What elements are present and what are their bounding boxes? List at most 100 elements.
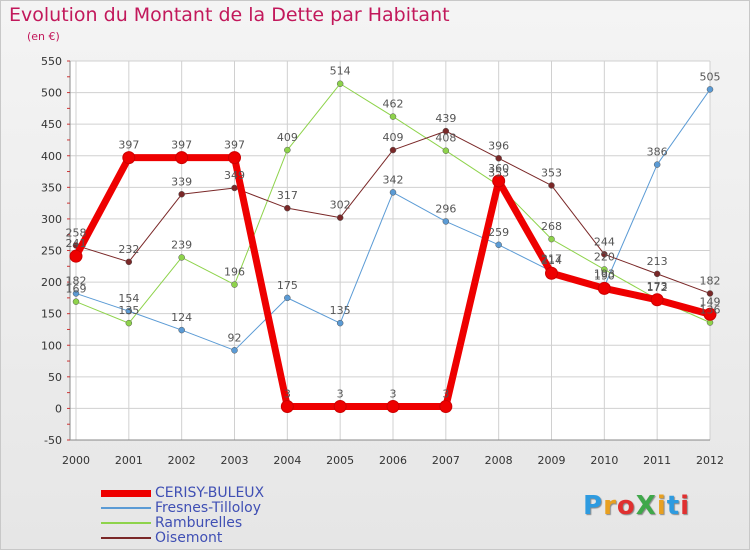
data-label: 172 (647, 281, 668, 294)
legend-item-oisemont: Oisemont (101, 530, 222, 546)
data-point (72, 298, 80, 305)
data-label: 124 (171, 311, 192, 324)
x-tick-label: 2004 (273, 454, 301, 467)
y-tick-label: -50 (44, 434, 62, 447)
data-point (125, 258, 133, 266)
data-label: 175 (277, 279, 298, 292)
data-point (178, 326, 185, 334)
data-label: 239 (171, 238, 192, 251)
logo-letter: o (616, 491, 636, 521)
data-point (284, 294, 291, 302)
proxiti-logo: ProXiti (583, 491, 690, 521)
y-tick-label: 350 (41, 181, 62, 194)
x-tick-label: 2003 (221, 454, 249, 467)
x-tick-label: 2009 (538, 454, 566, 467)
logo-letter: i (656, 491, 667, 521)
data-point (284, 204, 291, 212)
data-label: 353 (541, 166, 562, 179)
data-label: 135 (330, 304, 351, 317)
data-label: 3 (337, 388, 344, 401)
x-tick-label: 2002 (168, 454, 196, 467)
data-label: 169 (66, 283, 87, 296)
x-tick-label: 2007 (432, 454, 460, 467)
data-label: 339 (171, 175, 192, 188)
data-point (175, 151, 189, 165)
data-point (706, 290, 714, 297)
y-tick-label: 100 (41, 339, 62, 352)
data-label: 232 (118, 243, 139, 256)
data-label: 268 (541, 220, 562, 233)
data-label: 190 (594, 269, 615, 282)
x-tick-label: 2011 (643, 454, 671, 467)
data-label: 505 (700, 70, 721, 83)
data-point (231, 184, 238, 192)
data-point (284, 146, 291, 154)
data-label: 3 (442, 388, 449, 401)
data-point (597, 281, 611, 295)
x-tick-label: 2006 (379, 454, 407, 467)
data-label: 409 (383, 131, 404, 144)
data-label: 259 (488, 226, 509, 239)
legend-swatch (101, 522, 151, 524)
data-label: 217 (541, 252, 562, 265)
logo-letter: X (635, 491, 657, 521)
data-label: 196 (224, 266, 245, 279)
y-tick-label: 150 (41, 308, 62, 321)
data-point (389, 146, 397, 154)
legend-item-ramburelles: Ramburelles (101, 515, 242, 531)
data-label: 342 (383, 173, 404, 186)
data-label: 409 (277, 131, 298, 144)
logo-letter: i (680, 491, 691, 521)
x-tick-label: 2005 (326, 454, 354, 467)
x-tick-label: 2000 (62, 454, 90, 467)
data-point (125, 319, 133, 327)
data-point (389, 189, 397, 196)
y-tick-label: 450 (41, 118, 62, 131)
y-tick-label: 0 (55, 402, 62, 415)
data-point (601, 266, 608, 273)
data-point (442, 218, 450, 225)
data-label: 241 (66, 237, 87, 250)
data-label: 296 (435, 202, 456, 215)
y-tick-label: 50 (48, 371, 62, 384)
data-point (178, 191, 185, 198)
y-tick-label: 200 (41, 276, 62, 289)
data-label: 302 (330, 199, 351, 212)
data-point (653, 270, 661, 278)
legend-item-cerisy-buleux: CERISY-BULEUX (101, 485, 264, 501)
data-label: 514 (330, 65, 351, 78)
data-point (336, 319, 344, 327)
x-tick-label: 2010 (590, 454, 618, 467)
data-point (653, 161, 661, 168)
logo-letter: P (583, 491, 604, 521)
data-label: 462 (383, 98, 404, 111)
data-point (178, 254, 185, 261)
data-label: 135 (118, 304, 139, 317)
data-point (548, 182, 555, 189)
x-tick-label: 2001 (115, 454, 143, 467)
data-point (231, 281, 238, 288)
data-label: 173 (647, 280, 668, 293)
data-point (545, 266, 558, 280)
data-point (650, 293, 664, 307)
legend-label: Oisemont (155, 530, 223, 546)
data-point (601, 251, 608, 258)
y-tick-label: 500 (41, 87, 62, 100)
data-point (72, 290, 80, 297)
data-label: 193 (594, 268, 615, 281)
data-point (495, 241, 502, 249)
data-point (706, 86, 714, 93)
data-label: 397 (171, 139, 192, 152)
data-label: 182 (66, 274, 87, 287)
data-label: 396 (488, 139, 509, 152)
legend-label: CERISY-BULEUX (155, 485, 265, 501)
legend-label: Ramburelles (155, 515, 243, 531)
data-point (125, 307, 133, 315)
data-label: 397 (118, 139, 139, 152)
data-label: 258 (66, 226, 87, 239)
data-label: 149 (700, 295, 721, 308)
data-point (336, 214, 344, 221)
x-tick-label: 2012 (696, 454, 724, 467)
